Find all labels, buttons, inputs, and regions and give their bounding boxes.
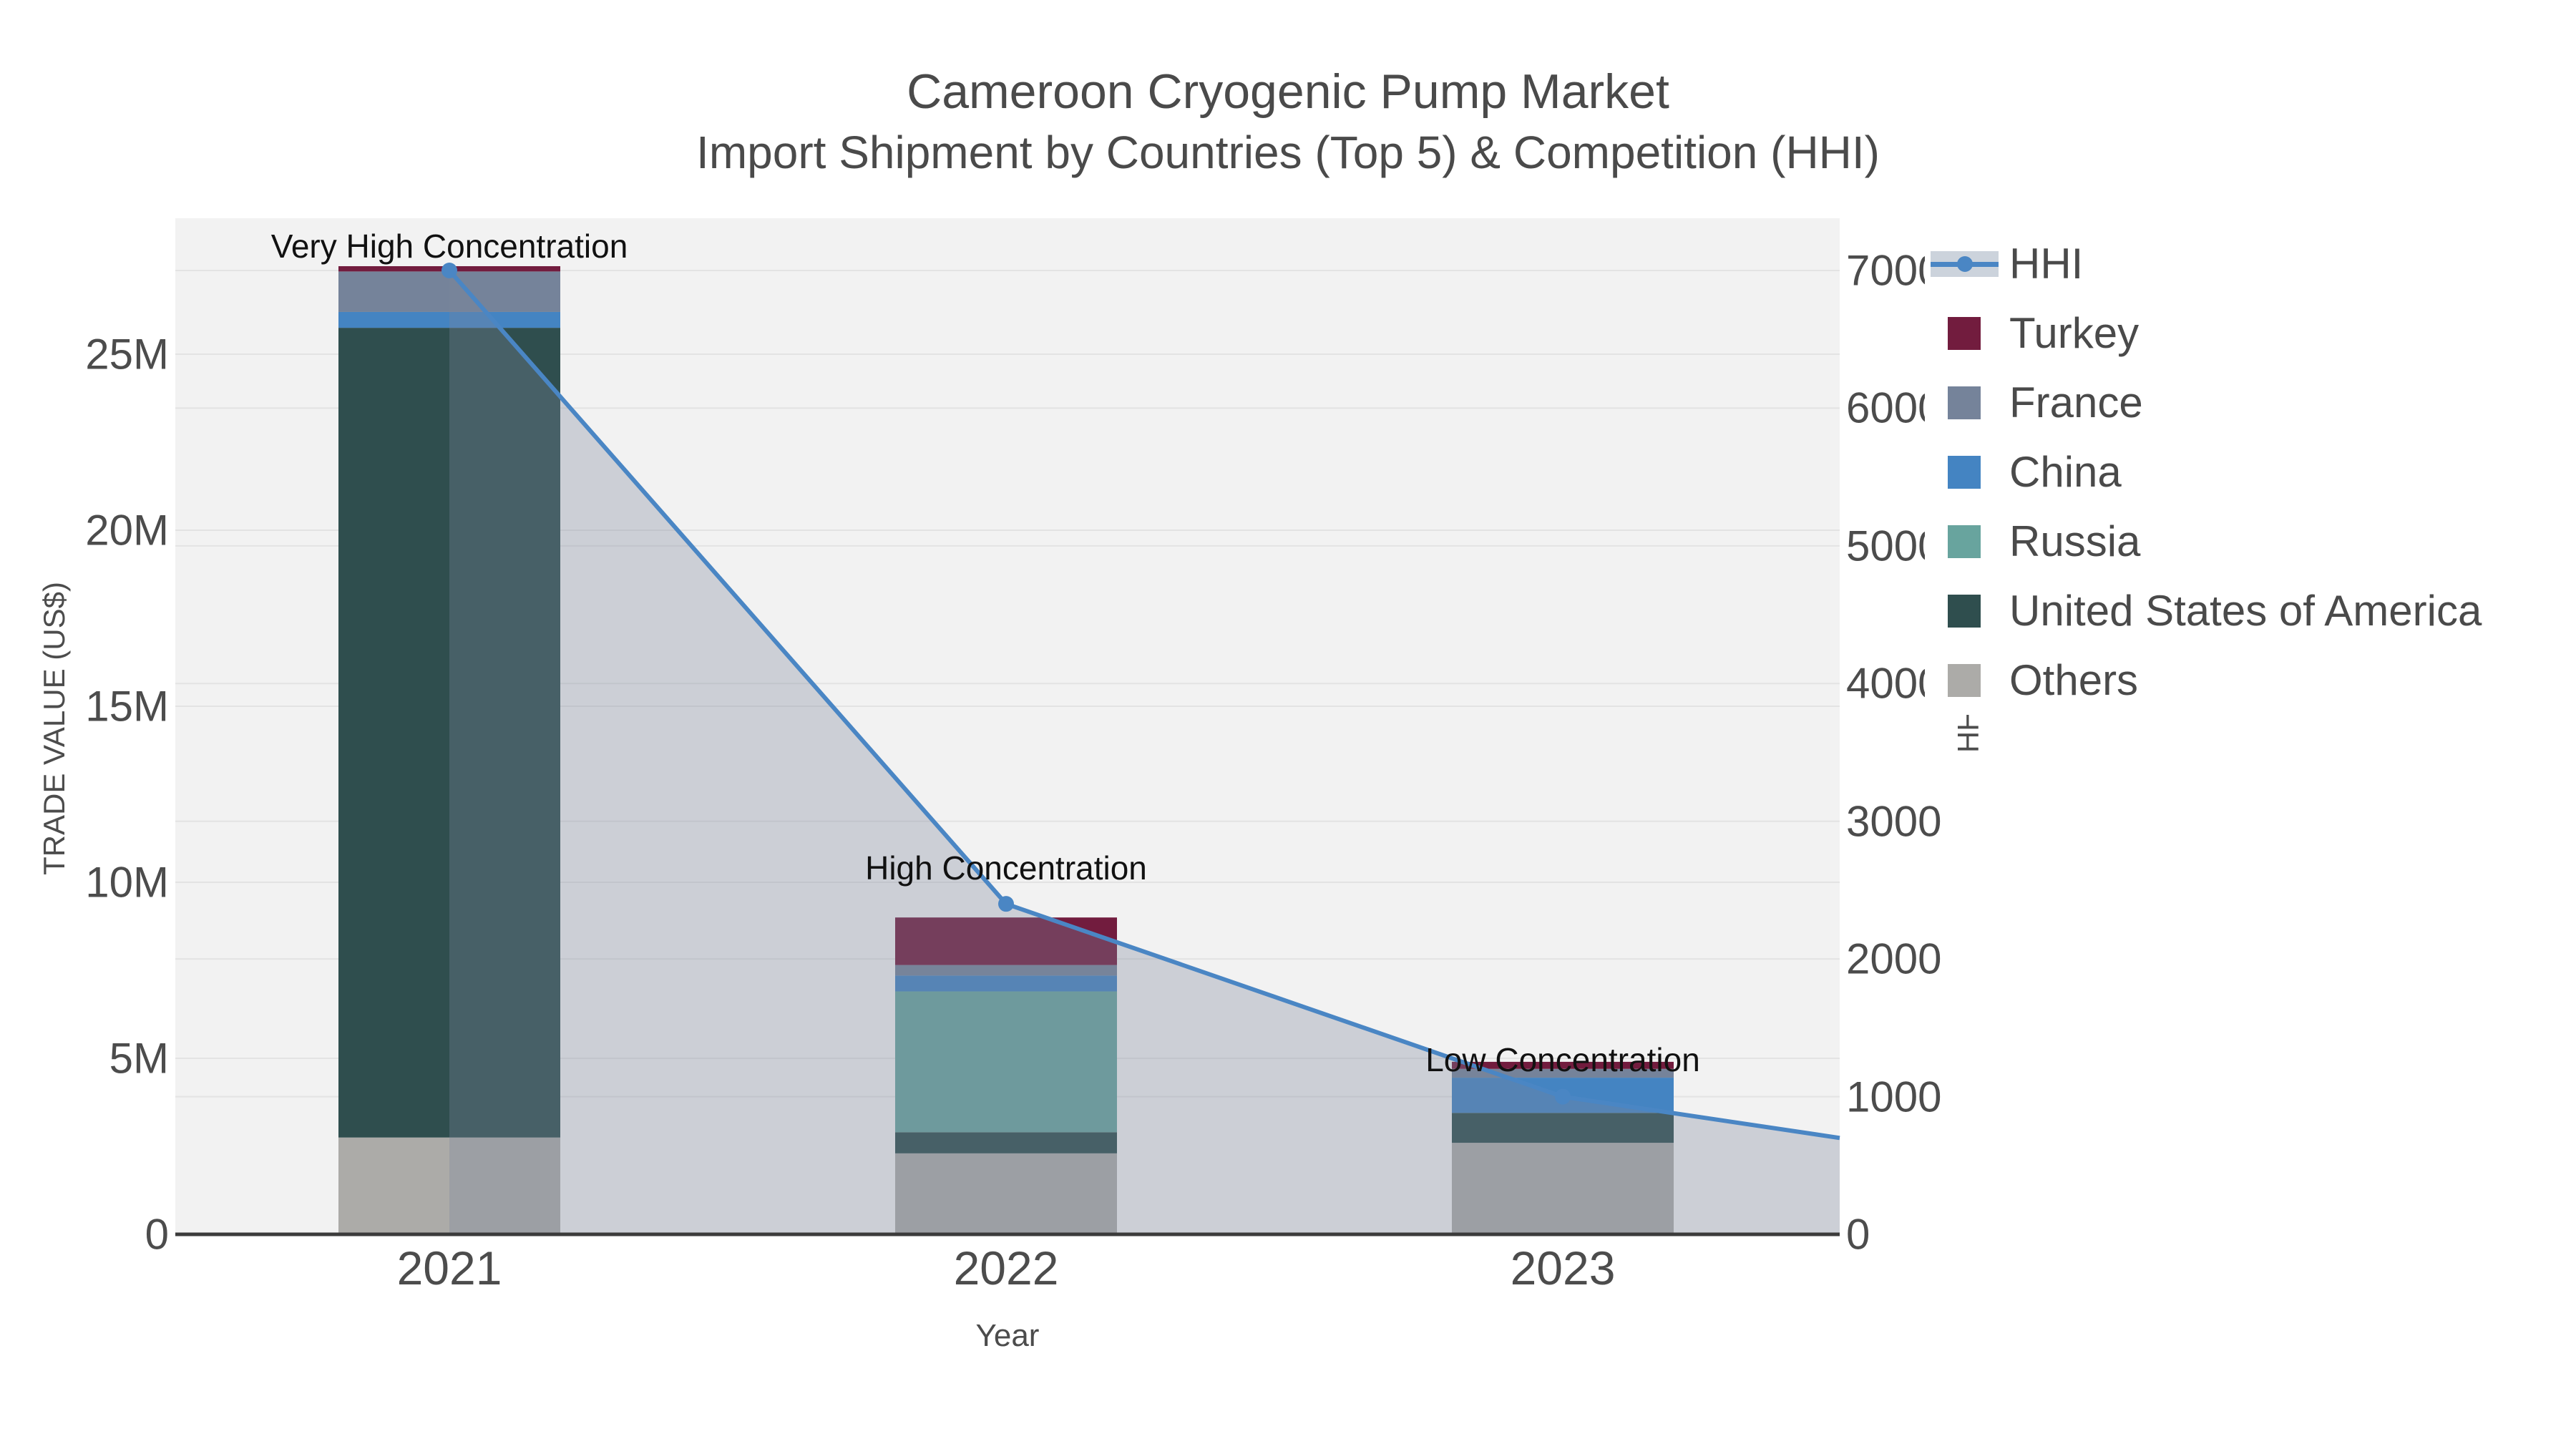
chart-title-line2: Import Shipment by Countries (Top 5) & C… xyxy=(696,127,1880,179)
hhi-marker-2022[interactable] xyxy=(998,896,1014,912)
legend-label: Russia xyxy=(2009,517,2141,565)
y-left-tick-0: 0 xyxy=(145,1210,169,1259)
annotation-1: High Concentration xyxy=(865,849,1147,887)
bar-segment-others-2023[interactable] xyxy=(1452,1143,1674,1234)
x-tick-2023: 2023 xyxy=(1510,1241,1616,1294)
legend-label: Turkey xyxy=(2009,309,2140,357)
bar-segment-united-states-of-america-2021[interactable] xyxy=(338,328,560,1138)
bar-segment-china-2021[interactable] xyxy=(338,311,560,328)
x-tick-2021: 2021 xyxy=(396,1241,502,1294)
legend-hhi-line-icon xyxy=(1925,250,2004,277)
chart-title: Cameroon Cryogenic Pump Market Import Sh… xyxy=(0,60,2576,183)
bar-segment-russia-2022[interactable] xyxy=(895,991,1117,1133)
color-swatch xyxy=(1948,316,1981,350)
hhi-line[interactable] xyxy=(447,269,1840,1141)
y-left-tick-25M: 25M xyxy=(85,330,169,379)
bar-segment-turkey-2022[interactable] xyxy=(895,917,1117,965)
color-swatch xyxy=(1948,455,1981,489)
color-swatch xyxy=(1948,525,1981,558)
hhi-marker-2021[interactable] xyxy=(441,262,457,278)
legend-item-hhi[interactable]: HHI xyxy=(1925,229,2576,298)
legend: HHI Turkey France China Russia United States … xyxy=(1925,229,2576,715)
legend-color-swatch-icon xyxy=(1925,594,2004,628)
legend-item-united-states-of-america[interactable]: United States of America xyxy=(1925,576,2576,645)
y-right-tick-1000: 1000 xyxy=(1846,1073,1942,1121)
legend-color-swatch-icon xyxy=(1925,663,2004,697)
legend-item-others[interactable]: Others xyxy=(1925,645,2576,715)
bar-segment-united-states-of-america-2022[interactable] xyxy=(895,1132,1117,1153)
legend-item-turkey[interactable]: Turkey xyxy=(1925,298,2576,368)
hhi-marker-2023[interactable] xyxy=(1555,1088,1571,1105)
hhi-marker-swatch xyxy=(1956,255,1973,272)
y-right-tick-3000: 3000 xyxy=(1846,797,1942,846)
legend-label: France xyxy=(2009,379,2143,426)
annotation-2: Low Concentration xyxy=(1425,1040,1700,1078)
legend-item-france[interactable]: France xyxy=(1925,368,2576,437)
bar-segment-china-2022[interactable] xyxy=(895,975,1117,992)
legend-label: Others xyxy=(2009,656,2139,704)
bar-segment-france-2022[interactable] xyxy=(895,965,1117,976)
bar-segment-others-2021[interactable] xyxy=(338,1137,560,1234)
y-left-tick-5M: 5M xyxy=(109,1034,169,1083)
legend-color-swatch-icon xyxy=(1925,455,2004,489)
color-swatch xyxy=(1948,663,1981,697)
color-swatch xyxy=(1948,594,1981,628)
legend-label: China xyxy=(2009,448,2122,496)
annotation-0: Very High Concentration xyxy=(270,227,628,265)
color-swatch xyxy=(1948,386,1981,419)
legend-item-china[interactable]: China xyxy=(1925,437,2576,507)
y-right-tick-0: 0 xyxy=(1846,1210,1870,1259)
chart-title-line1: Cameroon Cryogenic Pump Market xyxy=(907,64,1669,119)
bar-segment-others-2022[interactable] xyxy=(895,1153,1117,1234)
hhi-fill-swatch xyxy=(1930,250,1999,277)
legend-color-swatch-icon xyxy=(1925,525,2004,558)
y-left-axis-title: TRADE VALUE (US$) xyxy=(37,582,71,875)
y-left-tick-20M: 20M xyxy=(85,506,169,555)
legend-color-swatch-icon xyxy=(1925,386,2004,419)
hhi-area-fill xyxy=(449,270,1840,1234)
bar-segment-turkey-2023[interactable] xyxy=(1452,1061,1674,1069)
y-left-tick-10M: 10M xyxy=(85,858,169,907)
legend-label: HHI xyxy=(2009,240,2084,288)
legend-item-russia[interactable]: Russia xyxy=(1925,507,2576,576)
x-axis-title: Year xyxy=(975,1318,1040,1353)
y-right-tick-2000: 2000 xyxy=(1846,935,1942,983)
legend-color-swatch-icon xyxy=(1925,316,2004,350)
legend-label: United States of America xyxy=(2009,587,2482,635)
y-left-tick-15M: 15M xyxy=(85,682,169,731)
x-tick-2022: 2022 xyxy=(953,1241,1059,1294)
bar-segment-united-states-of-america-2023[interactable] xyxy=(1452,1113,1674,1143)
